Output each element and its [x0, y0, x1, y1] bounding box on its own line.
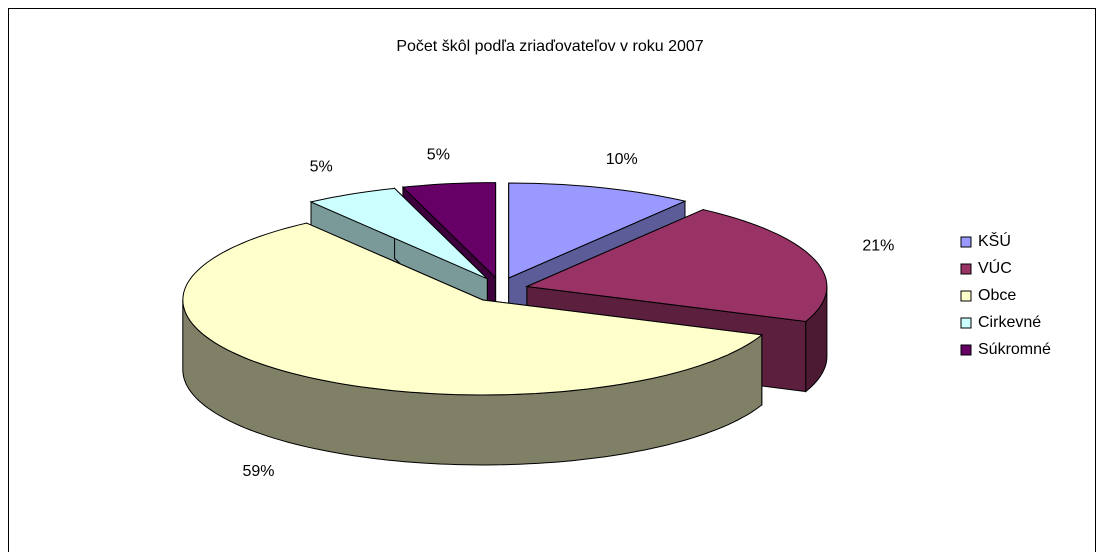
- legend-label: KŠÚ: [978, 231, 1011, 250]
- legend-swatch: [960, 290, 972, 302]
- legend-label: VÚC: [978, 258, 1012, 277]
- data-label: 59%: [242, 463, 274, 480]
- slice: [401, 182, 497, 279]
- legend-swatch: [960, 344, 972, 356]
- slice: [525, 209, 828, 323]
- legend-swatch: [960, 263, 972, 275]
- data-label: 5%: [427, 146, 450, 163]
- data-label: 10%: [606, 151, 638, 168]
- legend-label: Cirkevné: [978, 314, 1041, 331]
- chart-title: Počet škôl podľa zriaďovateľov v roku 20…: [396, 38, 703, 55]
- legend-label: Obce: [978, 287, 1016, 304]
- slice: [508, 182, 687, 279]
- legend-swatch: [960, 236, 972, 248]
- data-label: 21%: [862, 237, 894, 254]
- data-label: 5%: [310, 159, 333, 176]
- slice: [182, 222, 764, 396]
- legend-label: Súkromné: [978, 341, 1051, 358]
- slice: [309, 187, 488, 280]
- legend-swatch: [960, 317, 972, 329]
